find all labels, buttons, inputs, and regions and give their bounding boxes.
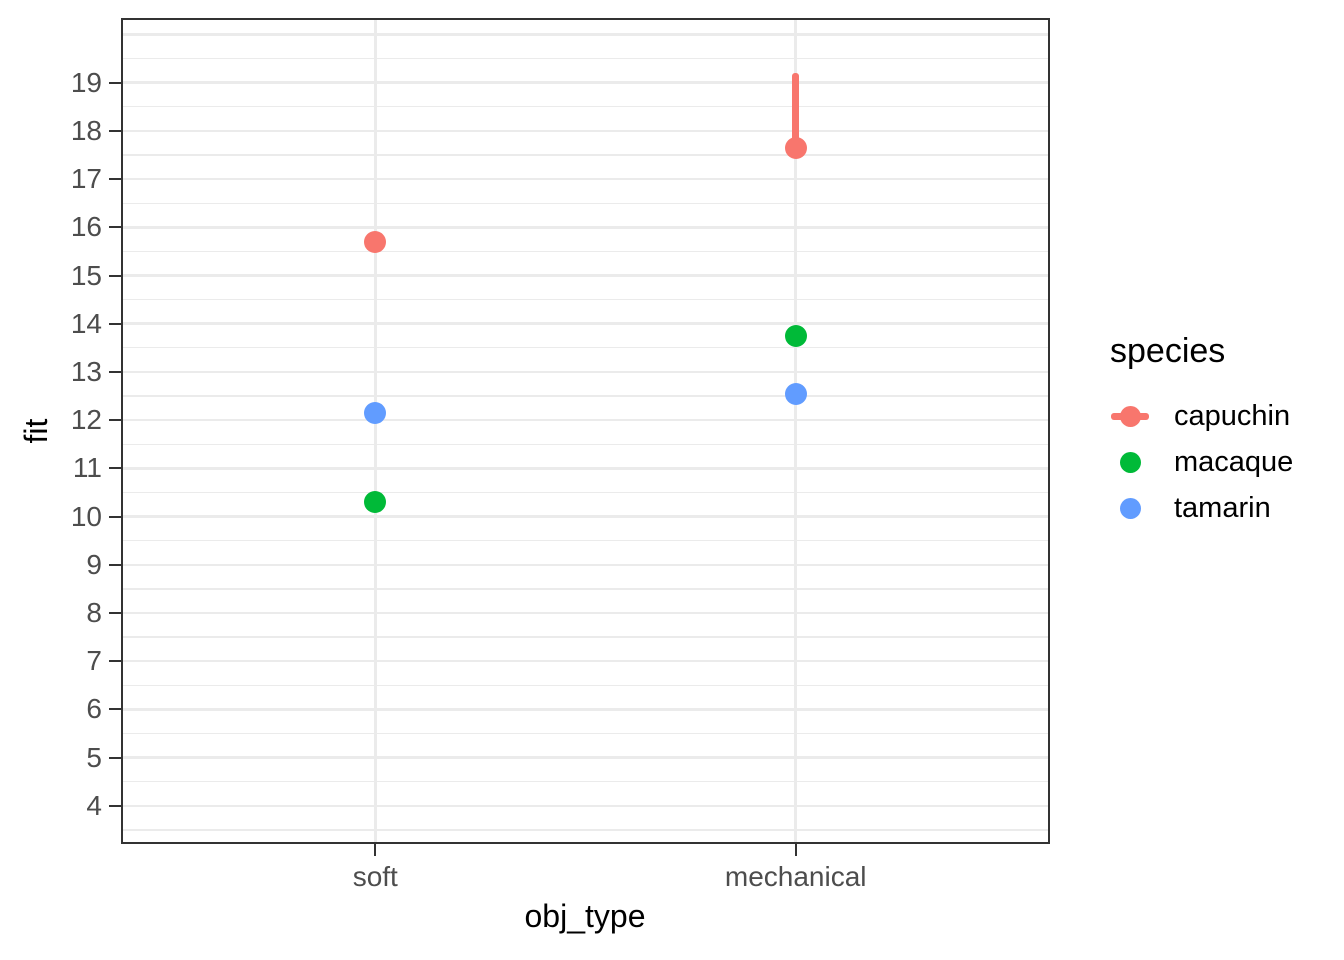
y-tick-mark (109, 129, 123, 132)
minor-gridline (123, 106, 1048, 108)
x-tick-label: soft (352, 861, 398, 892)
major-gridline (123, 659, 1048, 663)
major-gridline (123, 81, 1048, 84)
plot-panel (121, 18, 1050, 844)
major-gridline (123, 322, 1048, 325)
minor-gridline (123, 588, 1048, 590)
y-tick-label: 10 (70, 500, 102, 532)
minor-gridline (123, 491, 1048, 494)
minor-gridline (123, 154, 1048, 156)
y-tick-mark (109, 322, 123, 325)
y-tick-mark (109, 467, 123, 470)
minor-gridline (123, 202, 1048, 204)
y-tick-label: 5 (86, 741, 102, 773)
y-tick-label: 12 (70, 404, 102, 436)
y-tick-mark (109, 660, 123, 663)
minor-gridline (123, 540, 1048, 542)
legend-item-label: tamarin (1174, 491, 1271, 524)
minor-gridline (123, 684, 1048, 686)
data-point-tamarin-mechanical (784, 382, 807, 405)
minor-gridline (123, 829, 1048, 831)
y-tick-mark (109, 178, 123, 181)
y-tick-label: 11 (72, 452, 102, 484)
y-tick-label: 13 (70, 355, 102, 387)
major-gridline (123, 226, 1048, 229)
y-tick-label: 17 (70, 163, 102, 195)
minor-gridline (123, 732, 1048, 735)
x-tick-mark (794, 844, 797, 856)
minor-gridline (123, 636, 1048, 638)
legend-item-label: capuchin (1174, 399, 1291, 432)
y-tick-mark (109, 274, 123, 277)
minor-gridline (123, 250, 1048, 253)
x-tick-label: mechanical (724, 861, 867, 892)
legend-key-dot (1119, 497, 1141, 519)
y-tick-label: 19 (70, 66, 102, 98)
y-tick-mark (109, 515, 123, 518)
y-tick-mark (109, 563, 123, 566)
major-gridline (123, 129, 1048, 133)
data-point-macaque-soft (364, 491, 387, 514)
y-axis-title: fit (18, 418, 54, 444)
legend-key-capuchin (1108, 394, 1152, 438)
y-tick-mark (109, 756, 123, 759)
legend-item-capuchin: capuchin (1108, 393, 1344, 439)
legend-key-tamarin (1108, 486, 1152, 530)
data-point-macaque-mechanical (784, 324, 807, 347)
major-gridline-vertical (374, 20, 377, 842)
legend-rows: capuchin macaque tamarin (1108, 393, 1344, 531)
y-tick-label: 9 (86, 548, 102, 580)
major-gridline (123, 804, 1048, 808)
data-point-capuchin-mechanical (784, 136, 807, 159)
data-point-tamarin-soft (364, 401, 387, 424)
legend-item-tamarin: tamarin (1108, 485, 1344, 531)
y-tick-mark (109, 81, 123, 84)
legend-title: species (1110, 332, 1226, 370)
y-tick-label: 15 (70, 259, 102, 291)
y-tick-label: 16 (70, 211, 102, 243)
y-tick-label: 6 (86, 693, 102, 725)
major-gridline (123, 370, 1048, 374)
x-axis-title: obj_type (524, 898, 646, 934)
y-tick-mark (109, 226, 123, 229)
major-gridline (123, 708, 1048, 711)
major-gridline-vertical (794, 20, 797, 842)
y-tick-mark (109, 419, 123, 422)
y-tick-mark (109, 370, 123, 373)
major-gridline (123, 274, 1048, 277)
y-tick-label: 14 (70, 307, 102, 339)
y-tick-mark (109, 804, 123, 807)
y-tick-label: 8 (86, 596, 102, 628)
minor-gridline (123, 395, 1048, 397)
legend: species capuchin macaque tamarin (1108, 332, 1344, 531)
data-point-capuchin-soft (364, 230, 387, 253)
minor-gridline (123, 57, 1048, 60)
range-bar-capuchin (792, 73, 800, 148)
minor-gridline (123, 298, 1048, 301)
plot-area (123, 20, 1048, 842)
y-tick-mark (109, 611, 123, 614)
legend-key-macaque (1108, 440, 1152, 484)
y-tick-mark (109, 708, 123, 711)
legend-key-dot (1119, 405, 1141, 427)
major-gridline (123, 563, 1048, 567)
major-gridline (123, 515, 1048, 518)
legend-item-label: macaque (1174, 445, 1294, 478)
y-tick-label: 4 (86, 789, 102, 821)
legend-key-dot (1119, 451, 1141, 473)
minor-gridline (123, 347, 1048, 349)
major-gridline (123, 33, 1048, 36)
major-gridline (123, 418, 1048, 422)
minor-gridline (123, 443, 1048, 445)
y-tick-label: 18 (70, 114, 102, 146)
y-tick-label: 7 (86, 645, 102, 677)
major-gridline (123, 177, 1048, 181)
minor-gridline (123, 781, 1048, 783)
major-gridline (123, 756, 1048, 759)
major-gridline (123, 611, 1048, 615)
legend-item-macaque: macaque (1108, 439, 1344, 485)
major-gridline (123, 467, 1048, 470)
x-tick-mark (374, 844, 377, 856)
